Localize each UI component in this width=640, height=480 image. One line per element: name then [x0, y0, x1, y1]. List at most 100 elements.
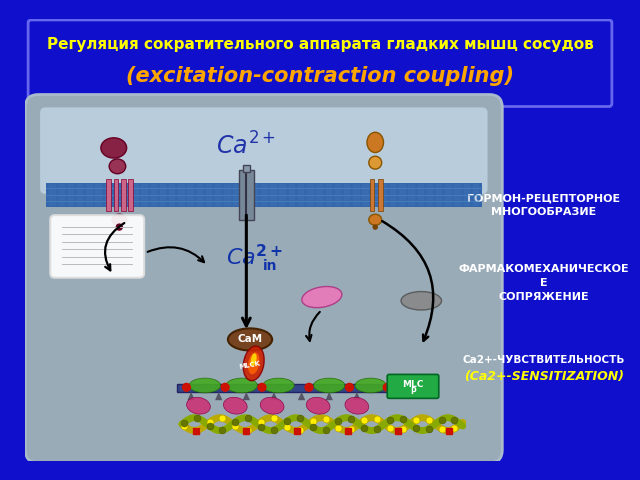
Bar: [370, 179, 374, 211]
Bar: [243, 165, 250, 172]
Bar: [270, 184, 276, 206]
Bar: [280, 184, 286, 206]
Ellipse shape: [401, 291, 442, 310]
Bar: [141, 184, 148, 206]
Text: MLCK: MLCK: [239, 360, 261, 370]
Ellipse shape: [369, 156, 381, 169]
Text: МНОГООБРАЗИЕ: МНОГООБРАЗИЕ: [491, 207, 596, 217]
Bar: [378, 179, 383, 211]
Bar: [445, 184, 452, 206]
Text: (Ca2+-SENSITIZATION): (Ca2+-SENSITIZATION): [464, 370, 624, 383]
Bar: [353, 184, 360, 206]
Polygon shape: [215, 392, 223, 400]
Bar: [77, 184, 83, 206]
Bar: [381, 184, 387, 206]
Ellipse shape: [369, 214, 381, 225]
Bar: [178, 184, 185, 206]
Circle shape: [221, 383, 230, 392]
Ellipse shape: [314, 378, 345, 393]
Bar: [86, 184, 93, 206]
Bar: [463, 184, 470, 206]
Polygon shape: [353, 392, 360, 400]
Ellipse shape: [228, 328, 272, 350]
Bar: [234, 184, 240, 206]
Ellipse shape: [226, 378, 257, 393]
Text: P: P: [410, 387, 416, 396]
Bar: [326, 184, 332, 206]
Bar: [408, 184, 415, 206]
Bar: [177, 384, 398, 392]
Ellipse shape: [355, 378, 387, 393]
Bar: [454, 184, 461, 206]
Bar: [335, 184, 341, 206]
Circle shape: [345, 383, 354, 392]
Circle shape: [116, 223, 123, 231]
Circle shape: [257, 383, 267, 392]
Bar: [298, 184, 305, 206]
FancyBboxPatch shape: [387, 374, 439, 398]
Bar: [95, 184, 102, 206]
Bar: [104, 184, 111, 206]
Bar: [188, 184, 194, 206]
Circle shape: [305, 383, 314, 392]
Bar: [473, 184, 479, 206]
Ellipse shape: [302, 287, 342, 308]
Bar: [261, 184, 268, 206]
Ellipse shape: [345, 397, 369, 414]
Text: MLC: MLC: [403, 380, 424, 389]
FancyBboxPatch shape: [28, 20, 612, 107]
Text: in: in: [263, 259, 277, 273]
Bar: [224, 184, 230, 206]
Bar: [215, 184, 221, 206]
Bar: [390, 184, 396, 206]
Bar: [114, 184, 120, 206]
Bar: [196, 184, 203, 206]
Ellipse shape: [248, 352, 259, 374]
FancyBboxPatch shape: [40, 108, 488, 194]
Ellipse shape: [263, 378, 294, 393]
Ellipse shape: [251, 353, 257, 366]
Bar: [239, 170, 253, 220]
Bar: [58, 184, 65, 206]
Ellipse shape: [109, 159, 125, 174]
Ellipse shape: [187, 397, 211, 414]
Text: Е: Е: [540, 278, 548, 288]
Bar: [344, 184, 350, 206]
Ellipse shape: [112, 214, 127, 225]
Text: Регуляция сократительного аппарата гладких мышц сосудов: Регуляция сократительного аппарата гладк…: [47, 37, 593, 52]
FancyBboxPatch shape: [26, 95, 502, 463]
Bar: [206, 184, 212, 206]
Ellipse shape: [101, 138, 127, 158]
Bar: [362, 184, 369, 206]
Polygon shape: [243, 392, 250, 400]
Text: ГОРМОН-РЕЦЕПТОРНОЕ: ГОРМОН-РЕЦЕПТОРНОЕ: [467, 193, 620, 204]
Bar: [427, 184, 433, 206]
Bar: [49, 184, 56, 206]
Bar: [106, 179, 111, 211]
Bar: [316, 184, 323, 206]
FancyBboxPatch shape: [50, 215, 144, 278]
Text: (excitation-contraction coupling): (excitation-contraction coupling): [126, 66, 514, 86]
Bar: [121, 179, 125, 211]
Circle shape: [372, 224, 378, 230]
Ellipse shape: [189, 378, 221, 393]
Bar: [132, 184, 139, 206]
Bar: [436, 184, 442, 206]
Bar: [169, 184, 175, 206]
Text: Са2+-ЧУВСТВИТЕЛЬНОСТЬ: Са2+-ЧУВСТВИТЕЛЬНОСТЬ: [463, 355, 625, 365]
Bar: [252, 184, 259, 206]
Ellipse shape: [243, 346, 264, 381]
Bar: [114, 179, 118, 211]
Polygon shape: [326, 392, 333, 400]
Bar: [307, 184, 314, 206]
Bar: [417, 184, 424, 206]
Bar: [399, 184, 406, 206]
Bar: [45, 183, 482, 207]
Circle shape: [383, 383, 392, 392]
Circle shape: [182, 383, 191, 392]
Bar: [68, 184, 74, 206]
Text: $\bf{\it{Ca}}^{\bf{2+}}$: $\bf{\it{Ca}}^{\bf{2+}}$: [226, 244, 283, 269]
Bar: [289, 184, 295, 206]
Ellipse shape: [307, 397, 330, 414]
Bar: [129, 179, 133, 211]
